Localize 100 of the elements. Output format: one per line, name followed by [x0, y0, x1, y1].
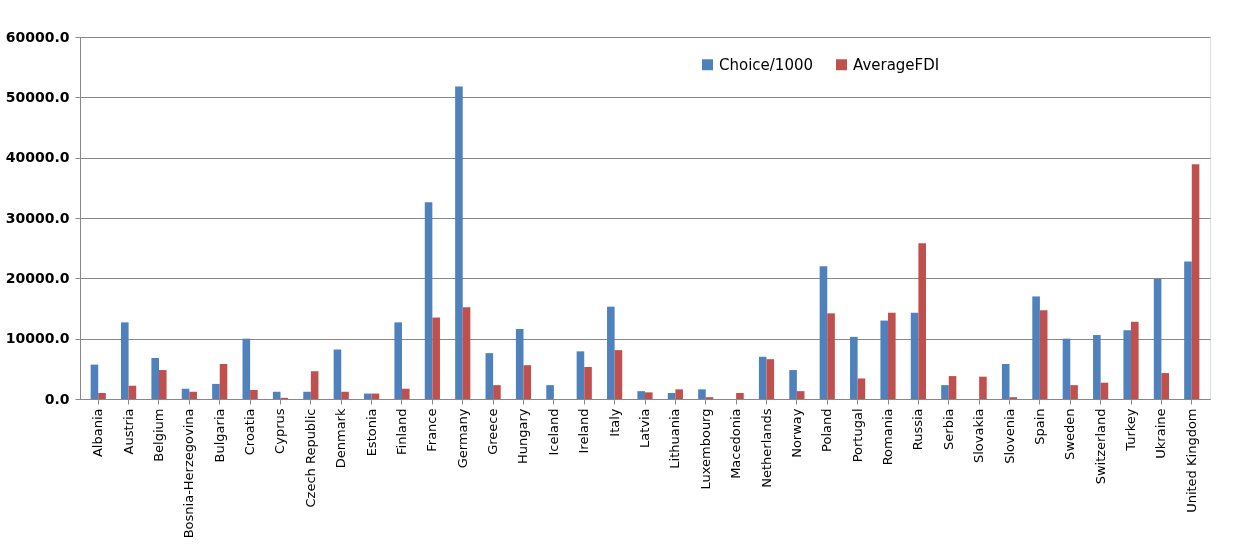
y-tick-label: 40000.0 — [5, 149, 70, 166]
x-tick-label: Spain — [1031, 408, 1047, 445]
bar — [1070, 385, 1078, 399]
bar — [1184, 261, 1192, 399]
bar — [432, 317, 440, 399]
bar — [1001, 364, 1010, 399]
bar — [850, 336, 858, 399]
bar — [242, 338, 251, 399]
bar — [1062, 338, 1071, 399]
bar — [576, 351, 585, 399]
x-tick-label: Switzerland — [1092, 408, 1108, 485]
bar — [766, 359, 775, 399]
x-tick-label: Bulgaria — [211, 408, 227, 463]
bar — [645, 392, 653, 399]
x-tick-label: Hungary — [515, 408, 531, 465]
bar — [546, 385, 554, 399]
x-tick-label: Netherlands — [758, 408, 774, 488]
bar — [918, 243, 926, 399]
bar — [1131, 321, 1139, 399]
x-tick-label: Ireland — [576, 408, 592, 454]
bar — [424, 202, 433, 399]
x-tick-label: Slovenia — [1001, 408, 1017, 464]
bar — [675, 389, 683, 399]
x-tick-label: Poland — [819, 408, 835, 452]
x-tick-label: Romania — [880, 408, 896, 466]
bar — [1039, 310, 1048, 399]
bar — [212, 383, 220, 399]
bar — [667, 392, 676, 399]
x-tick-label: Norway — [788, 408, 804, 458]
bar — [364, 393, 372, 399]
x-tick-label: Greece — [485, 408, 501, 455]
x-tick-label: Lithuania — [667, 408, 683, 469]
x-tick-label: Luxembourg — [697, 408, 713, 490]
bar — [333, 349, 342, 399]
legend-label: AverageFDI — [853, 55, 940, 74]
x-tick-label: Macedonia — [728, 408, 744, 479]
bar — [1100, 382, 1109, 399]
bar — [121, 322, 129, 399]
bar — [1032, 296, 1040, 399]
bar — [941, 385, 949, 399]
bar — [181, 388, 190, 399]
bar — [189, 391, 197, 399]
x-tick-label: Italy — [606, 408, 622, 437]
x-tick-label: Czech Republic — [302, 408, 318, 508]
bar — [493, 385, 501, 399]
bar — [607, 306, 615, 399]
x-tick-label: Portugal — [849, 408, 865, 463]
y-tick-label: 20000.0 — [5, 269, 70, 286]
bar — [90, 364, 99, 399]
bar — [219, 364, 228, 399]
bar — [888, 312, 896, 399]
bar — [880, 320, 889, 399]
x-tick-label: Estonia — [363, 408, 379, 457]
x-tick-label: Belgium — [150, 408, 166, 462]
bar — [948, 376, 957, 399]
y-tick-label: 10000.0 — [5, 330, 70, 347]
x-tick-label: Denmark — [333, 408, 349, 469]
bar — [128, 385, 137, 399]
y-tick-label: 60000.0 — [5, 28, 70, 45]
y-tick-label: 0.0 — [44, 390, 70, 407]
bar — [857, 378, 866, 399]
bar — [910, 312, 919, 399]
x-tick-label: Finland — [393, 408, 409, 455]
x-tick-label: Iceland — [545, 408, 561, 456]
bar — [1191, 164, 1200, 399]
bar — [1123, 330, 1132, 399]
bar — [303, 391, 311, 399]
bar — [462, 307, 471, 399]
x-tick-label: United Kingdom — [1183, 408, 1199, 513]
bar — [250, 389, 258, 399]
bar — [758, 356, 767, 399]
bar — [614, 350, 623, 399]
bar — [310, 371, 319, 399]
bar — [796, 391, 805, 399]
bar — [523, 365, 532, 399]
bar — [151, 357, 159, 399]
x-tick-label: Cyprus — [272, 408, 288, 454]
bar — [1161, 373, 1169, 399]
x-tick-label: Bosnia-Herzegovina — [181, 408, 197, 539]
bar — [394, 322, 402, 399]
bar — [1153, 278, 1162, 399]
bar — [401, 388, 410, 399]
bar — [827, 313, 835, 399]
bar — [698, 389, 706, 399]
x-tick-label: Albania — [90, 408, 106, 458]
bar — [158, 370, 167, 399]
bar — [485, 353, 494, 399]
x-tick-label: Latvia — [637, 408, 652, 449]
bar — [455, 86, 463, 399]
x-tick-label: Croatia — [242, 408, 258, 456]
bar — [515, 329, 524, 399]
bar — [789, 370, 797, 399]
x-tick-label: Russia — [910, 408, 926, 451]
x-tick-label: France — [424, 408, 440, 452]
y-tick-label: 30000.0 — [5, 209, 70, 226]
x-tick-label: Ukraine — [1153, 408, 1169, 459]
y-tick-label: 50000.0 — [5, 88, 70, 105]
bar — [1093, 335, 1101, 399]
x-tick-label: Serbia — [940, 408, 956, 450]
x-tick-label: Sweden — [1062, 408, 1078, 460]
